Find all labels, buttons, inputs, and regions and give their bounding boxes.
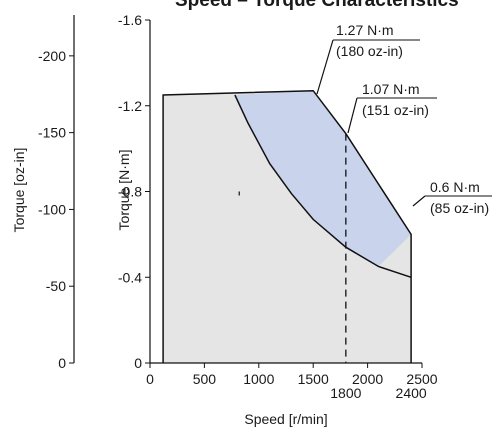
y2-tick-label: 0 xyxy=(58,355,66,371)
annotation-rated-leader xyxy=(347,97,358,134)
annotation-rated-ozin: (151 oz-in) xyxy=(362,102,429,118)
annotation-max-speed-ozin: (85 oz-in) xyxy=(430,200,489,216)
y2-axis-label: Torque [oz-in] xyxy=(11,148,27,233)
x-tick-label-secondary: 1800 xyxy=(330,385,361,401)
y2-tick-label: -100 xyxy=(38,201,66,217)
annotation-peak-ozin: (180 oz-in) xyxy=(336,43,403,59)
annotation-max-speed-nm: 0.6 N·m xyxy=(430,179,480,195)
y2-tick-label: -150 xyxy=(38,125,66,141)
annotation-max-speed-leader xyxy=(412,195,426,207)
annotation-peak-leader xyxy=(316,39,334,95)
y-tick-label: -1.6 xyxy=(118,12,142,28)
annotation-rated: 1.07 N·m (151 oz-in) xyxy=(347,81,437,134)
annotation-peak: 1.27 N·m (180 oz-in) xyxy=(316,22,420,95)
x-tick-label: 2000 xyxy=(352,371,383,387)
torque-envelope-line xyxy=(162,89,412,363)
x-axis-label: Speed [r/min] xyxy=(244,411,327,427)
annotation-peak-nm: 1.27 N·m xyxy=(336,22,394,38)
y2-tick-label: -50 xyxy=(46,278,66,294)
y-tick-label: -0.4 xyxy=(118,269,142,285)
axis-ticks: 0 500 1000 1500 2000 2500 1800 2400 0 -0.4 -0.8 -1.… xyxy=(38,12,438,401)
y-axis-label: Torque [N·m] xyxy=(116,150,132,231)
x-tick-label: 2500 xyxy=(406,371,437,387)
annotation-rated-nm: 1.07 N·m xyxy=(362,81,420,97)
y-tick-label: 0 xyxy=(134,355,142,371)
y2-tick-label: -200 xyxy=(38,48,66,64)
continuous-torque-curve xyxy=(234,94,412,279)
x-tick-label: 0 xyxy=(146,371,154,387)
x-tick-label: 1500 xyxy=(298,371,329,387)
x-tick-label-secondary: 2400 xyxy=(396,385,427,401)
chart-title: Speed – Torque Characteristics xyxy=(175,0,459,11)
x-tick-label: 1000 xyxy=(243,371,274,387)
annotation-max-speed: 0.6 N·m (85 oz-in) xyxy=(412,179,492,216)
x-tick-label: 500 xyxy=(193,371,217,387)
plot-area xyxy=(162,89,412,363)
y-tick-label: -0.8 xyxy=(118,184,142,200)
y-tick-label: -1.2 xyxy=(118,98,142,114)
intermittent-region xyxy=(234,90,412,267)
